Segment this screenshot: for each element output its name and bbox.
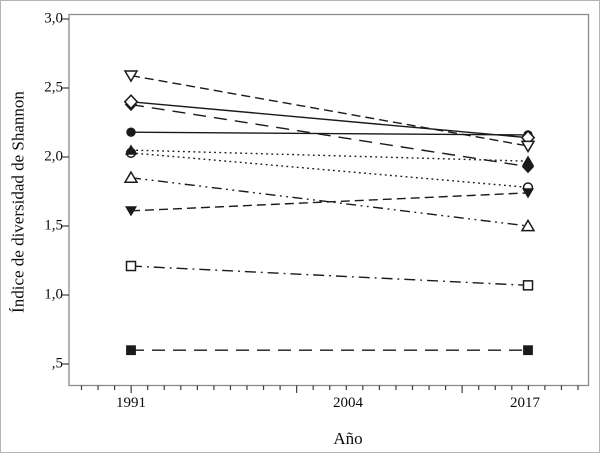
y-tick-label-1-5: 1,5	[44, 217, 63, 234]
circle-filled-icon	[126, 127, 136, 137]
series-line-open-down-triangle-dashed	[130, 74, 529, 147]
square-open-icon	[125, 260, 137, 272]
x-tick-label-1991: 1991	[116, 395, 146, 411]
y-tick-label-2-0: 2,0	[44, 148, 63, 165]
y-axis-title: Índice de diversidad de Shannon	[8, 91, 28, 313]
series-line-filled-down-triangle-dashed	[130, 192, 529, 212]
series-markers-filled-up-triangle-dotted	[125, 144, 534, 166]
series-line-open-diamond-solid	[130, 101, 529, 139]
series-markers-open-down-triangle-dashed	[123, 70, 536, 154]
y-tick-label-2-5: 2,5	[44, 79, 63, 96]
x-axis-title: Año	[333, 429, 363, 448]
triangle-down-open-icon	[520, 140, 536, 154]
y-tick-label-3-0: 3,0	[44, 10, 63, 27]
triangle-up-open-icon	[520, 218, 536, 232]
axis-frame	[68, 13, 590, 387]
series-markers-open-up-triangle-dashdotdot	[123, 170, 536, 232]
y-tick-label-0-5: ,5	[51, 355, 63, 372]
triangle-up-filled-icon	[125, 144, 137, 155]
triangle-up-open-icon	[123, 170, 139, 184]
series-markers-open-square-dashdot	[125, 260, 534, 291]
diamond-open-icon	[123, 94, 139, 110]
series-line-open-circle-dotted	[130, 152, 529, 189]
series-line-filled-up-triangle-dotted	[130, 149, 529, 162]
square-open-icon	[522, 280, 534, 291]
series-line-open-up-triangle-dashdotdot	[130, 177, 529, 227]
x-tick-label-2017: 2017	[510, 395, 540, 411]
triangle-down-filled-icon	[125, 206, 137, 217]
triangle-up-filled-icon	[522, 155, 534, 166]
square-filled-icon	[523, 345, 533, 356]
triangle-down-open-icon	[123, 70, 139, 83]
triangle-down-filled-icon	[522, 188, 534, 199]
series-line-open-square-dashdot	[130, 265, 529, 287]
series-line-filled-diamond-longdash	[130, 103, 529, 168]
x-tick-label-2004: 2004	[333, 395, 363, 411]
y-tick-label-1-0: 1,0	[44, 286, 63, 303]
square-filled-icon	[126, 345, 136, 356]
series-markers-filled-down-triangle-dashed	[125, 188, 534, 217]
series-markers-filled-square-longdash	[126, 345, 533, 356]
diamond-filled-icon	[521, 160, 535, 174]
